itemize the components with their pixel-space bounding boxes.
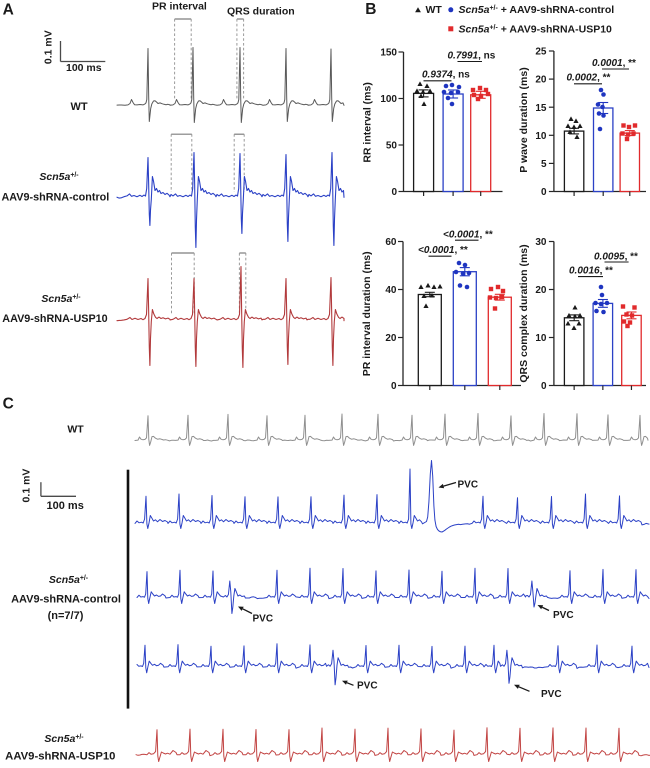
svg-text:Scn5a+/-: Scn5a+/- [44,733,84,745]
svg-text:0.1 mV: 0.1 mV [21,469,33,503]
svg-text:A: A [3,1,14,18]
svg-text:0: 0 [391,187,397,198]
svg-text:0: 0 [391,381,397,392]
svg-text:20: 20 [385,333,397,344]
svg-text:WT: WT [426,4,443,16]
svg-text:10: 10 [535,333,547,344]
svg-text:0.0016, **: 0.0016, ** [569,266,613,277]
svg-text:PVC: PVC [253,613,274,624]
svg-text:<0.0001, **: <0.0001, ** [443,230,493,241]
svg-text:0.0095, **: 0.0095, ** [594,252,638,263]
svg-text:<0.0001, **: <0.0001, ** [418,245,468,256]
svg-text:100: 100 [380,94,397,105]
svg-text:10: 10 [535,131,547,142]
svg-text:B: B [365,1,376,18]
svg-text:0.7991, ns: 0.7991, ns [448,51,496,62]
svg-text:PR interval: PR interval [152,1,207,13]
svg-text:C: C [3,395,14,412]
svg-text:5: 5 [541,159,547,170]
svg-text:(n=7/7): (n=7/7) [48,610,84,622]
svg-text:15: 15 [535,103,547,114]
svg-text:Scn5a+/-: Scn5a+/- [49,574,89,586]
svg-text:Scn5a+/- + AAV9-shRNA-USP10: Scn5a+/- + AAV9-shRNA-USP10 [459,24,613,36]
svg-text:PR interval duration (ms): PR interval duration (ms) [361,251,373,376]
svg-text:0.9374, ns: 0.9374, ns [422,70,470,81]
svg-text:Scn5a+/- + AAV9-shRNA-control: Scn5a+/- + AAV9-shRNA-control [459,4,615,16]
svg-text:25: 25 [535,47,547,58]
svg-text:PVC: PVC [541,689,562,700]
svg-text:20: 20 [535,75,547,86]
svg-text:0: 0 [541,187,547,198]
svg-text:AAV9-shRNA-USP10: AAV9-shRNA-USP10 [2,313,107,325]
svg-text:100 ms: 100 ms [47,500,84,512]
svg-text:100 ms: 100 ms [66,62,102,74]
svg-text:AAV9-shRNA-USP10: AAV9-shRNA-USP10 [5,750,115,762]
svg-text:0.0002, **: 0.0002, ** [567,73,611,84]
svg-text:20: 20 [535,285,547,296]
svg-text:Scn5a+/-: Scn5a+/- [39,171,79,183]
svg-text:QRS duration: QRS duration [227,6,295,18]
svg-text:60: 60 [385,237,397,248]
svg-text:P wave duration (ms): P wave duration (ms) [518,67,530,172]
svg-text:PVC: PVC [553,610,574,621]
svg-text:Scn5a+/-: Scn5a+/- [41,293,81,305]
svg-text:PVC: PVC [357,681,378,692]
svg-text:0.1 mV: 0.1 mV [42,30,54,64]
svg-text:0: 0 [541,381,547,392]
svg-text:AAV9-shRNA-control: AAV9-shRNA-control [2,191,110,203]
svg-text:40: 40 [385,285,397,296]
svg-text:RR interval (ms): RR interval (ms) [362,82,374,163]
svg-text:AAV9-shRNA-control: AAV9-shRNA-control [11,594,121,606]
svg-text:QRS complex duration (ms): QRS complex duration (ms) [518,244,530,382]
svg-text:WT: WT [67,424,84,436]
svg-text:WT: WT [71,101,88,113]
svg-text:0.0001, **: 0.0001, ** [592,58,636,69]
svg-text:PVC: PVC [458,480,479,491]
svg-text:50: 50 [386,141,398,152]
svg-text:150: 150 [380,48,397,59]
svg-text:30: 30 [535,237,547,248]
